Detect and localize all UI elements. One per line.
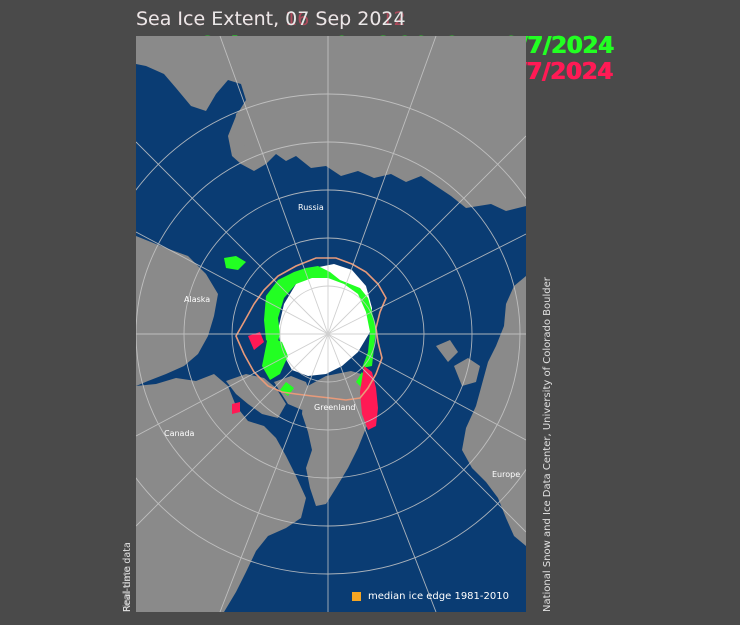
land-russia: [136, 36, 526, 211]
label-greenland: Greenland: [314, 403, 356, 412]
realtime-note-overlay: Final data: [122, 565, 133, 612]
source-credit: National Snow and Ice Data Center, Unive…: [542, 277, 553, 612]
title-overlay-date: Sea Ice Extent, 16 Sep 2012: [136, 8, 406, 30]
realtime-note: Real-time data Final data: [122, 542, 133, 612]
land-greenland: [302, 371, 376, 506]
ice-loss-region: [360, 366, 378, 430]
graticule: [136, 36, 526, 612]
land-europe: [462, 276, 526, 546]
median-edge-swatch: [352, 592, 361, 601]
label-canada: Canada: [164, 429, 195, 438]
median-ice-edge: [235, 257, 387, 401]
label-alaska: Alaska: [184, 295, 211, 304]
label-russia: Russia: [298, 203, 324, 212]
label-europe: Europe: [492, 470, 521, 479]
map-legend: median ice edge 1981-2010: [352, 591, 509, 602]
arctic-sea-ice-map: [136, 36, 526, 612]
legend-label: median ice edge 1981-2010: [368, 591, 509, 602]
title-date: Sea Ice Extent, 07 Sep 2024: [136, 8, 406, 30]
